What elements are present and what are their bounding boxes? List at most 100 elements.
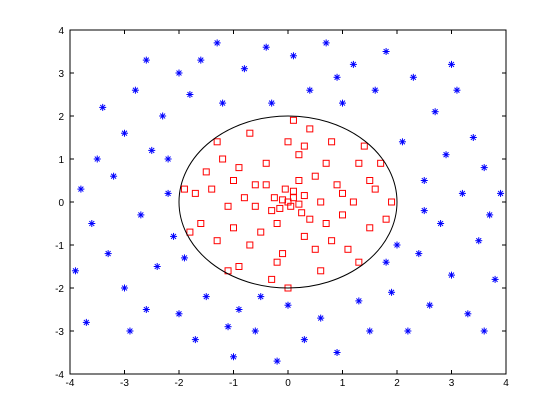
point <box>344 245 352 253</box>
asterisk-stroke <box>366 328 373 334</box>
asterisk-stroke <box>121 130 128 137</box>
asterisk-stroke <box>356 298 362 304</box>
point <box>235 164 243 172</box>
point <box>295 151 303 159</box>
asterisk-stroke <box>176 70 182 76</box>
point <box>213 237 221 245</box>
asterisk-stroke <box>181 255 188 261</box>
asterisk-stroke <box>399 138 406 145</box>
point <box>77 185 85 193</box>
point <box>300 232 308 240</box>
x-tick-label: -2 <box>175 378 184 389</box>
point <box>262 43 270 51</box>
point <box>480 164 488 172</box>
axes-box <box>69 29 507 375</box>
asterisk-stroke <box>203 293 210 300</box>
point <box>121 284 128 292</box>
point <box>279 196 287 204</box>
point <box>240 65 248 73</box>
point <box>202 168 210 176</box>
point <box>284 301 292 309</box>
asterisk-stroke <box>443 151 449 158</box>
asterisk-stroke <box>154 263 161 270</box>
point <box>349 60 357 68</box>
point <box>284 138 292 146</box>
point <box>268 207 276 215</box>
point <box>71 267 79 275</box>
asterisk-stroke <box>448 272 455 278</box>
point <box>202 293 210 301</box>
point <box>475 237 483 245</box>
point <box>306 125 314 133</box>
point <box>469 134 477 141</box>
asterisk-stroke <box>372 87 379 94</box>
point <box>333 181 341 189</box>
point <box>366 327 374 335</box>
point <box>235 306 243 313</box>
asterisk-stroke <box>388 289 395 296</box>
point <box>355 297 363 305</box>
point <box>295 177 303 184</box>
asterisk-stroke <box>127 328 133 334</box>
point <box>480 327 488 335</box>
point <box>289 187 297 195</box>
asterisk-stroke <box>421 207 428 214</box>
x-tick-label: 4 <box>503 378 509 389</box>
point <box>382 215 390 223</box>
point <box>377 159 385 167</box>
point <box>311 172 319 180</box>
point <box>360 142 368 150</box>
point <box>219 99 227 107</box>
point <box>448 271 455 279</box>
asterisk-stroke <box>465 310 471 317</box>
asterisk-stroke <box>94 156 101 162</box>
point <box>333 349 341 356</box>
point <box>262 181 270 189</box>
point <box>180 185 188 193</box>
asterisk-stroke <box>339 100 346 106</box>
point <box>246 129 254 137</box>
asterisk-stroke <box>421 177 428 184</box>
asterisk-stroke <box>99 104 106 111</box>
asterisk-stroke <box>497 190 504 197</box>
asterisk-stroke <box>470 134 477 141</box>
asterisk-stroke <box>105 250 111 257</box>
asterisk-stroke <box>78 186 84 192</box>
point <box>366 224 374 232</box>
point <box>175 69 183 77</box>
point <box>328 138 336 146</box>
x-tick-label: -1 <box>229 378 238 389</box>
point <box>213 138 221 146</box>
asterisk-stroke <box>225 323 231 330</box>
point <box>82 318 90 326</box>
point <box>93 155 101 163</box>
asterisk-stroke <box>165 156 171 162</box>
point <box>339 189 346 197</box>
point <box>270 194 278 202</box>
asterisk-stroke <box>143 306 150 313</box>
asterisk-stroke <box>230 353 237 360</box>
asterisk-stroke <box>290 52 297 59</box>
point <box>110 172 118 180</box>
asterisk-stroke <box>415 250 422 257</box>
asterisk-stroke <box>143 57 150 63</box>
asterisk-stroke <box>170 233 177 240</box>
point <box>88 220 96 227</box>
asterisk-stroke <box>219 100 226 106</box>
y-tick-label: -1 <box>55 241 64 252</box>
point <box>300 192 308 200</box>
asterisk-stroke <box>492 276 498 283</box>
point <box>246 241 254 249</box>
point <box>251 181 259 189</box>
asterisk-stroke <box>301 336 308 343</box>
asterisk-stroke <box>176 310 182 317</box>
asterisk-stroke <box>285 302 291 309</box>
point <box>273 357 281 365</box>
point <box>497 189 505 197</box>
point <box>339 99 346 107</box>
asterisk-stroke <box>448 61 455 68</box>
point <box>251 202 259 210</box>
asterisk-stroke <box>486 212 493 218</box>
point <box>276 204 284 212</box>
x-tick-label: 3 <box>449 378 455 389</box>
